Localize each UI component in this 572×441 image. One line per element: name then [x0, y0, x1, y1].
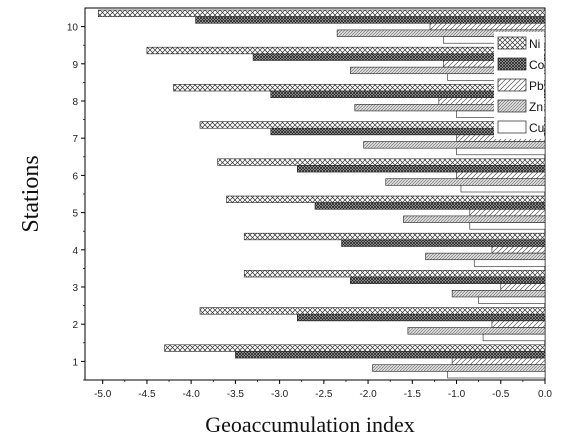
bar-co-station-7 [270, 127, 546, 136]
bar-co-station-9 [252, 53, 546, 61]
bar-pb-station-2 [491, 320, 546, 328]
bar-pb-station-1 [451, 357, 546, 366]
y-axis-title: Stations [18, 155, 44, 232]
x-tick-label: -3.5 [227, 389, 245, 400]
bar-cu-station-5 [469, 222, 546, 230]
legend-swatch-zn [497, 99, 527, 113]
bar-pb-station-6 [456, 171, 546, 180]
bar-co-station-3 [350, 276, 546, 284]
bar-ni-station-7 [199, 121, 546, 129]
x-tick-label: -3.0 [271, 389, 289, 400]
x-tick-label: -2.5 [315, 389, 333, 400]
y-tick-label: 2 [72, 320, 78, 331]
y-tick-label: 7 [72, 134, 78, 145]
x-tick-label: -1.5 [404, 389, 422, 400]
y-tick-label: 4 [72, 246, 78, 257]
legend-label-zn: Zn [529, 100, 543, 114]
bar-ni-station-3 [243, 270, 546, 278]
bar-zn-station-6 [385, 178, 546, 186]
bar-cu-station-3 [478, 296, 546, 304]
bar-cu-station-1 [447, 371, 546, 379]
axes-group: -5.0 -4.5 -4.0 -3.5 -3.0 -2.5 -2.0 -1.5 -1.0 -0.5… [67, 23, 553, 400]
bar-zn-station-3 [451, 290, 546, 298]
bar-cu-station-4 [473, 259, 546, 267]
bar-co-station-10 [195, 16, 546, 24]
x-tick-label: -4.5 [138, 389, 156, 400]
bar-co-station-2 [297, 313, 546, 322]
x-tick-label: 0.0 [538, 389, 552, 400]
legend-label-cu: Cu [529, 121, 544, 135]
x-tick-label: -5.0 [94, 389, 112, 400]
bar-zn-station-8 [354, 104, 546, 112]
x-tick-label: -1.0 [448, 389, 466, 400]
bar-ni-station-8 [173, 84, 546, 92]
bar-zn-station-2 [407, 327, 546, 335]
legend: Ni Co Pb Zn Cu [494, 32, 545, 139]
bar-zn-station-10 [336, 29, 546, 37]
legend-label-pb: Pb [529, 79, 544, 93]
y-tick-label: 9 [72, 60, 78, 71]
bar-pb-station-10 [429, 22, 546, 31]
legend-swatch-ni [497, 36, 527, 50]
legend-swatch-pb [497, 78, 527, 92]
bar-ni-station-10 [97, 9, 546, 17]
bar-co-station-6 [297, 165, 546, 173]
bar-pb-station-3 [500, 283, 546, 291]
bar-co-station-8 [270, 90, 546, 98]
bar-co-station-5 [314, 202, 546, 210]
y-tick-label: 1 [72, 357, 78, 368]
bar-ni-station-4 [243, 232, 546, 241]
bar-zn-station-4 [425, 252, 546, 261]
bar-zn-station-7 [363, 141, 546, 149]
legend-label-ni: Ni [529, 37, 540, 51]
y-tick-label: 5 [72, 209, 78, 220]
legend-label-co: Co [529, 58, 545, 72]
y-tick-label: 6 [72, 171, 78, 182]
bar-cu-station-6 [460, 185, 546, 193]
legend-swatch-co [497, 57, 527, 71]
y-tick-label: 8 [72, 97, 78, 108]
x-tick-label: -2.0 [359, 389, 377, 400]
bar-pb-station-4 [491, 246, 546, 254]
bar-co-station-1 [235, 351, 546, 359]
y-tick-label: 10 [67, 23, 79, 34]
bar-ni-station-5 [226, 195, 546, 203]
bar-cu-station-7 [456, 147, 546, 156]
bar-ni-station-6 [217, 158, 546, 166]
bar-zn-station-1 [372, 364, 546, 372]
bar-zn-station-5 [403, 215, 546, 223]
bar-ni-station-2 [199, 307, 546, 315]
bar-pb-station-5 [469, 208, 546, 217]
x-axis-title: Geoaccumulation index [205, 412, 415, 437]
x-tick-label: -4.0 [183, 389, 201, 400]
legend-swatch-cu [497, 120, 527, 134]
bar-ni-station-9 [146, 46, 546, 55]
bar-ni-station-1 [164, 344, 546, 352]
bar-cu-station-2 [482, 333, 546, 342]
x-tick-label: -0.5 [492, 389, 510, 400]
y-tick-label: 3 [72, 283, 78, 294]
bar-co-station-4 [341, 239, 546, 247]
